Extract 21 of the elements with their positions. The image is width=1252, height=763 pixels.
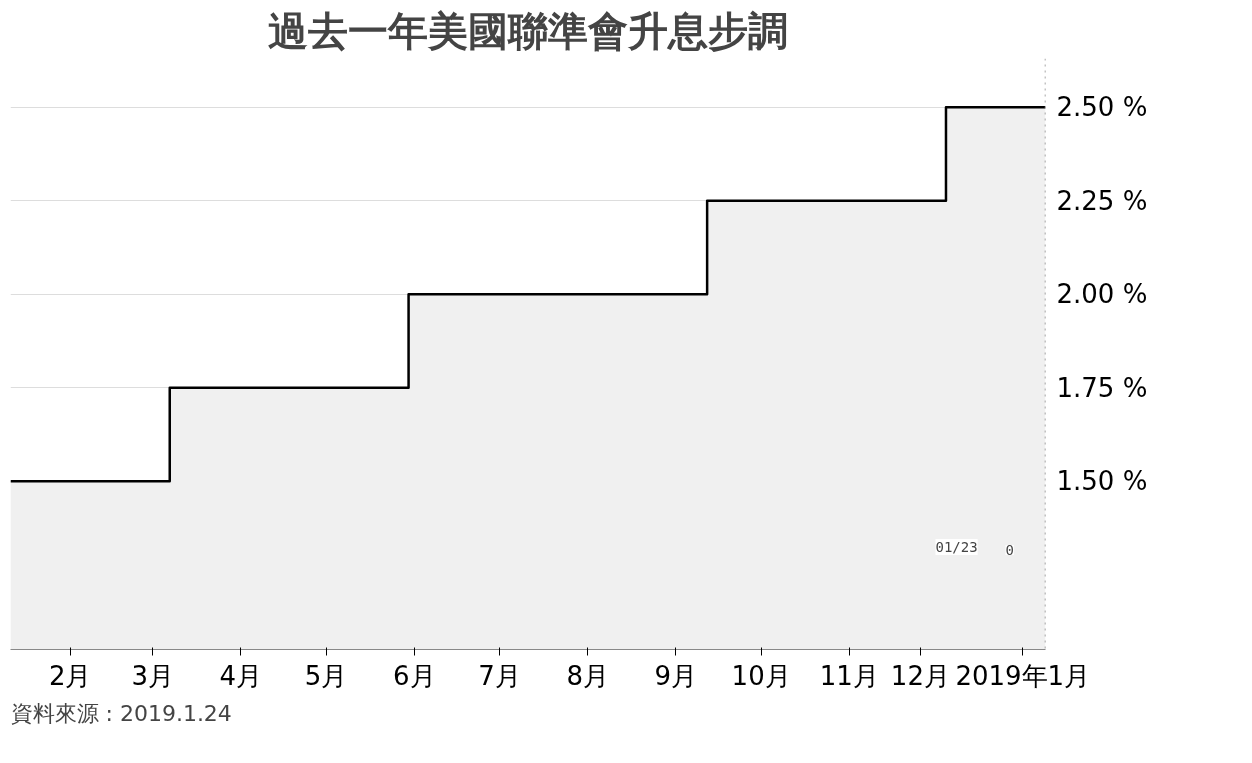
x-tick-label: 5月 <box>304 660 348 691</box>
source-note: 資料來源 : 2019.1.24 <box>10 700 232 726</box>
y-tick-label: 1.75 % <box>1056 372 1148 403</box>
annotation: 0 <box>1005 541 1014 558</box>
x-tick-label: 2月 <box>48 660 92 691</box>
chart-title: 過去一年美國聯準會升息步調 <box>268 7 788 54</box>
x-tick-label: 7月 <box>478 660 521 691</box>
x-tick-label: 2019年1月 <box>955 660 1091 691</box>
y-tick-label: 1.50 % <box>1056 466 1148 497</box>
x-tick-label: 6月 <box>392 660 436 691</box>
x-tick-label: 3月 <box>131 660 174 691</box>
x-tick-label: 8月 <box>566 660 609 691</box>
x-tick-label: 4月 <box>219 660 263 691</box>
x-tick-label: 11月 <box>819 660 879 691</box>
y-tick-label: 2.25 % <box>1056 185 1148 216</box>
x-tick-label: 10月 <box>731 660 791 691</box>
x-tick-label: 9月 <box>654 660 698 691</box>
y-tick-label: 2.50 % <box>1056 92 1148 123</box>
y-tick-label: 2.00 % <box>1056 279 1148 310</box>
x-tick-label: 12月 <box>890 660 950 691</box>
annotation: 01/23 <box>935 538 978 555</box>
